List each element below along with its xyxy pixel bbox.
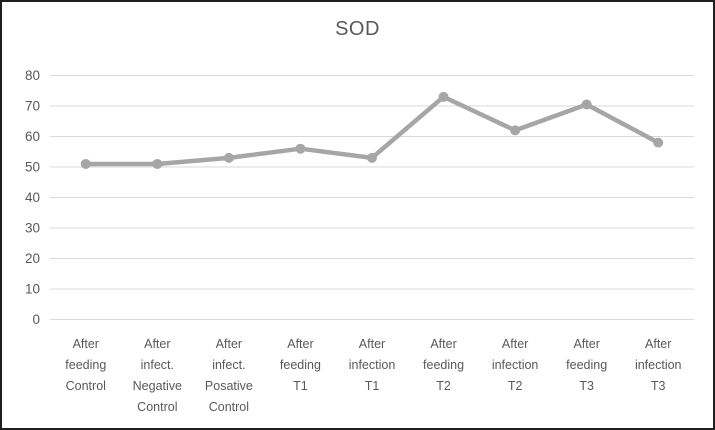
y-axis-tick-label: 50 bbox=[25, 160, 40, 175]
data-point-marker bbox=[510, 125, 521, 136]
x-axis-label-line: T2 bbox=[436, 379, 451, 393]
x-axis-label-line: T3 bbox=[651, 379, 666, 393]
data-point-marker bbox=[653, 137, 664, 148]
x-axis-category-label: After feeding T2 bbox=[423, 337, 464, 393]
x-axis-category-label: After infect. Negative Control bbox=[133, 337, 182, 414]
x-axis-label-line: Negative bbox=[133, 379, 182, 393]
x-axis-label-line: After bbox=[144, 337, 170, 351]
x-axis-label-line: feeding bbox=[65, 358, 106, 372]
x-axis-label-line: Control bbox=[209, 400, 249, 414]
y-axis-tick-label: 80 bbox=[25, 68, 40, 83]
data-point-marker bbox=[438, 91, 449, 102]
data-point-marker bbox=[367, 152, 377, 163]
x-axis-label-line: T1 bbox=[293, 379, 308, 393]
x-axis-label-line: After bbox=[216, 337, 242, 351]
x-axis-label-line: After bbox=[502, 337, 528, 351]
y-axis-tick-label: 60 bbox=[25, 129, 40, 144]
x-axis-label-line: T2 bbox=[508, 379, 523, 393]
x-axis-category-label: After feeding Control bbox=[65, 337, 106, 393]
x-axis-category-label: After feeding T3 bbox=[566, 337, 607, 393]
y-axis-tick-label: 0 bbox=[32, 312, 40, 327]
chart-title: SOD bbox=[335, 18, 380, 40]
x-axis-label-line: Control bbox=[66, 379, 106, 393]
y-axis-tick-label: 40 bbox=[25, 190, 40, 205]
y-axis-tick-label: 10 bbox=[25, 282, 40, 297]
x-axis-label-line: T1 bbox=[365, 379, 380, 393]
x-axis-category-label: After infection T1 bbox=[349, 337, 396, 393]
data-point-marker bbox=[223, 152, 234, 163]
x-axis-label-line: infect. bbox=[212, 358, 245, 372]
x-axis-label-line: infection bbox=[492, 358, 539, 372]
x-axis-label-line: After bbox=[359, 337, 385, 351]
x-axis-label-line: Control bbox=[137, 400, 177, 414]
x-axis-label-line: After bbox=[73, 337, 99, 351]
y-axis-tick-label: 20 bbox=[25, 251, 40, 266]
y-axis-tick-label: 30 bbox=[25, 221, 40, 236]
x-axis-label-line: infection bbox=[635, 358, 682, 372]
x-axis-category-label: After infection T3 bbox=[635, 337, 682, 393]
x-axis-category-label: After infect. Posative Control bbox=[205, 337, 253, 414]
x-axis-label-line: feeding bbox=[280, 358, 321, 372]
data-point-marker bbox=[152, 158, 163, 169]
y-axis-tick-label: 70 bbox=[25, 99, 40, 114]
x-axis-label-line: infection bbox=[349, 358, 396, 372]
x-axis-label-line: Posative bbox=[205, 379, 253, 393]
x-axis-label-line: feeding bbox=[423, 358, 464, 372]
data-point-marker bbox=[295, 143, 306, 154]
x-axis-category-label: After feeding T1 bbox=[280, 337, 321, 393]
data-point-marker bbox=[80, 158, 91, 169]
x-axis-label-line: After bbox=[645, 337, 671, 351]
x-axis-label-line: infect. bbox=[141, 358, 174, 372]
x-axis-label-line: T3 bbox=[579, 379, 594, 393]
x-axis-label-line: After bbox=[287, 337, 313, 351]
data-point-marker bbox=[581, 99, 592, 110]
x-axis-label-line: feeding bbox=[566, 358, 607, 372]
x-axis-label-line: After bbox=[430, 337, 456, 351]
x-axis-label-line: After bbox=[573, 337, 599, 351]
x-axis-category-label: After infection T2 bbox=[492, 337, 539, 393]
